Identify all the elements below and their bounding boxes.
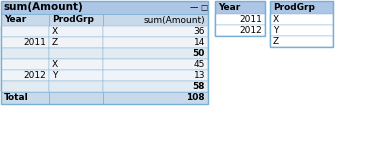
Text: Total: Total [4, 94, 29, 103]
Bar [1, 92, 49, 104]
Text: ProdGrp: ProdGrp [52, 15, 94, 24]
Text: 2012: 2012 [23, 71, 46, 80]
Text: X: X [52, 27, 58, 36]
Text: Y: Y [52, 71, 57, 80]
Bar [103, 37, 208, 48]
Bar [1, 1, 208, 14]
Bar [103, 81, 208, 92]
Bar [49, 70, 103, 81]
Bar [103, 70, 208, 81]
Bar [49, 14, 103, 26]
Bar [270, 1, 333, 47]
Bar [1, 81, 49, 92]
Text: Year: Year [218, 3, 240, 12]
Bar [49, 92, 103, 104]
Text: 45: 45 [194, 60, 205, 69]
Bar [49, 26, 103, 37]
Text: 36: 36 [194, 27, 205, 36]
Bar [1, 37, 49, 48]
Bar [215, 25, 265, 36]
Bar [270, 1, 333, 14]
Bar [49, 59, 103, 70]
Text: 2011: 2011 [23, 38, 46, 47]
Bar [49, 37, 103, 48]
Bar [103, 26, 208, 37]
Bar [1, 59, 49, 70]
Text: Year: Year [4, 15, 26, 24]
Bar [1, 48, 49, 59]
Text: 13: 13 [194, 71, 205, 80]
Text: ProdGrp: ProdGrp [273, 3, 315, 12]
Text: 2011: 2011 [239, 15, 262, 24]
Text: X: X [52, 60, 58, 69]
Text: Y: Y [273, 26, 278, 35]
Bar [1, 26, 49, 37]
Bar [103, 48, 208, 59]
Bar [270, 36, 333, 47]
Bar [1, 1, 208, 104]
Bar [215, 1, 265, 36]
Bar [270, 14, 333, 25]
Text: X: X [273, 15, 279, 24]
Bar [103, 59, 208, 70]
Text: Z: Z [52, 38, 58, 47]
Bar [1, 14, 49, 26]
Bar [103, 92, 208, 104]
Bar [1, 70, 49, 81]
Bar [49, 48, 103, 59]
Text: —: — [190, 3, 198, 12]
Text: sum(Amount): sum(Amount) [144, 15, 205, 24]
Bar [215, 14, 265, 25]
Text: 58: 58 [192, 82, 205, 91]
Bar [215, 1, 265, 14]
Bar [270, 25, 333, 36]
Bar [103, 14, 208, 26]
Text: □: □ [200, 3, 207, 12]
Text: 2012: 2012 [239, 26, 262, 35]
Text: 108: 108 [186, 94, 205, 103]
Text: sum(Amount): sum(Amount) [4, 2, 84, 12]
Text: Z: Z [273, 37, 279, 46]
Text: 50: 50 [192, 49, 205, 58]
Bar [49, 81, 103, 92]
Text: 14: 14 [194, 38, 205, 47]
